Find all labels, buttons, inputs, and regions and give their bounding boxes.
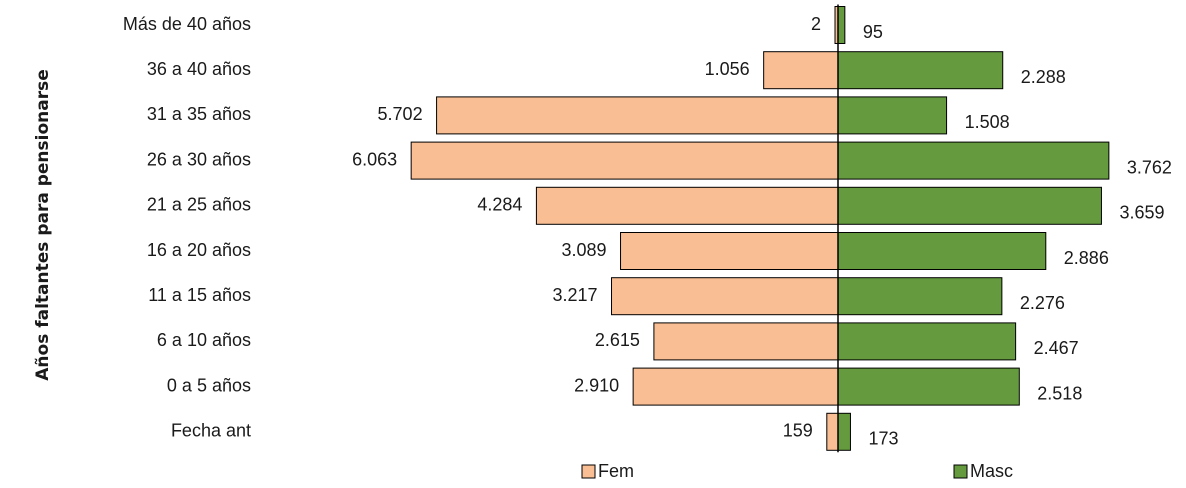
- fem-value-label: 4.284: [477, 195, 522, 215]
- category-label: 6 a 10 años: [157, 330, 251, 350]
- masc-bars: [837, 6, 1110, 451]
- masc-value-label: 173: [868, 429, 898, 449]
- fem-value-label: 159: [783, 421, 813, 441]
- category-label: Fecha ant: [171, 421, 251, 441]
- category-label: Más de 40 años: [123, 14, 251, 34]
- fem-value-label: 2.615: [595, 330, 640, 350]
- masc-bar: [837, 51, 1004, 90]
- masc-bar: [837, 96, 948, 135]
- masc-bar: [837, 232, 1047, 270]
- fem-value-label: 2: [811, 14, 821, 34]
- fem-value-label: 3.089: [561, 240, 606, 260]
- fem-bar: [620, 232, 839, 270]
- masc-bar: [837, 6, 846, 44]
- masc-bar: [837, 412, 851, 451]
- category-label: 31 a 35 años: [147, 104, 251, 124]
- fem-bar: [826, 412, 839, 451]
- fem-bar: [535, 186, 839, 225]
- fem-bar: [653, 322, 839, 361]
- legend: Fem Masc: [581, 461, 1013, 481]
- category-label: 21 a 25 años: [147, 195, 251, 215]
- legend-masc-swatch: [953, 464, 968, 479]
- category-label: 36 a 40 años: [147, 59, 251, 79]
- masc-value-label: 95: [863, 22, 883, 42]
- fem-bar: [436, 96, 839, 135]
- fem-bar: [410, 141, 839, 180]
- legend-fem-swatch: [581, 464, 596, 479]
- masc-bar: [837, 322, 1017, 361]
- masc-value-label: 2.288: [1021, 67, 1066, 87]
- masc-value-label: 2.467: [1034, 338, 1079, 358]
- y-axis-title: Años faltantes para pensionarse: [33, 69, 53, 381]
- legend-masc-label: Masc: [970, 461, 1013, 481]
- masc-bar: [837, 141, 1110, 180]
- category-label: 0 a 5 años: [167, 375, 251, 395]
- fem-value-label: 5.702: [378, 104, 423, 124]
- masc-bar: [837, 367, 1020, 406]
- masc-value-label: 2.276: [1020, 293, 1065, 313]
- masc-bar: [837, 186, 1102, 225]
- category-label: 26 a 30 años: [147, 149, 251, 169]
- fem-bar: [632, 367, 839, 406]
- value-labels: 2 95 1.056 2.288 5.702 1.508 6.063 3.762 4.284 3.…: [352, 14, 1172, 449]
- masc-value-label: 2.886: [1064, 248, 1109, 268]
- category-labels: Más de 40 años 36 a 40 años 31 a 35 años 26…: [123, 14, 251, 441]
- fem-value-label: 1.056: [705, 59, 750, 79]
- fem-value-label: 3.217: [552, 285, 597, 305]
- fem-value-label: 6.063: [352, 149, 397, 169]
- masc-value-label: 1.508: [965, 112, 1010, 132]
- masc-value-label: 3.659: [1119, 203, 1164, 223]
- fem-bar: [611, 277, 839, 316]
- fem-value-label: 2.910: [574, 375, 619, 395]
- masc-value-label: 3.762: [1127, 157, 1172, 177]
- category-label: 11 a 15 años: [148, 285, 251, 305]
- masc-bar: [837, 277, 1003, 316]
- legend-fem-label: Fem: [598, 461, 634, 481]
- category-label: 16 a 20 años: [147, 240, 251, 260]
- fem-bars: [410, 6, 839, 451]
- y-axis-title-text: Años faltantes para pensionarse: [33, 69, 53, 381]
- masc-value-label: 2.518: [1037, 383, 1082, 403]
- fem-bar: [763, 51, 839, 90]
